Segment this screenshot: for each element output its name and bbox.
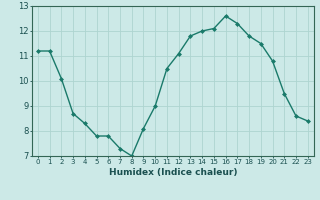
X-axis label: Humidex (Indice chaleur): Humidex (Indice chaleur) bbox=[108, 168, 237, 177]
